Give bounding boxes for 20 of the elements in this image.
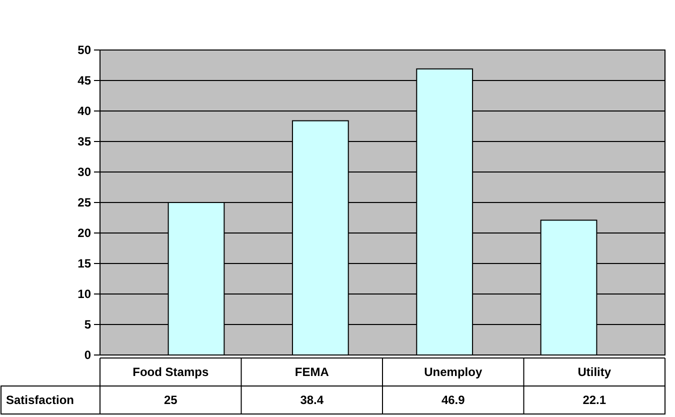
- data-label: 38.4: [300, 393, 324, 407]
- x-tick-label: Unemploy: [424, 365, 482, 379]
- y-tick-label: 5: [84, 317, 92, 332]
- y-tick-label: 50: [78, 42, 92, 57]
- x-tick-label: Utility: [578, 365, 612, 379]
- y-tick-label: 0: [84, 348, 92, 362]
- data-label: 25: [164, 393, 178, 407]
- y-tick-label: 20: [78, 226, 92, 240]
- y-tick-label: 15: [78, 256, 92, 270]
- y-tick-label: 35: [78, 134, 92, 148]
- y-tick-label: 45: [78, 73, 92, 88]
- y-tick-label: 30: [78, 164, 92, 179]
- text: Satisfaction: [6, 393, 74, 407]
- data-label: 46.9: [441, 393, 466, 407]
- x-tick-label: Food Stamps: [132, 365, 209, 379]
- x-tick-label: FEMA: [294, 365, 330, 379]
- y-tick-label: 10: [78, 286, 92, 301]
- y-tick-label: 25: [78, 195, 92, 210]
- y-tick-label: 40: [78, 104, 92, 118]
- data-label: 22.1: [582, 393, 606, 407]
